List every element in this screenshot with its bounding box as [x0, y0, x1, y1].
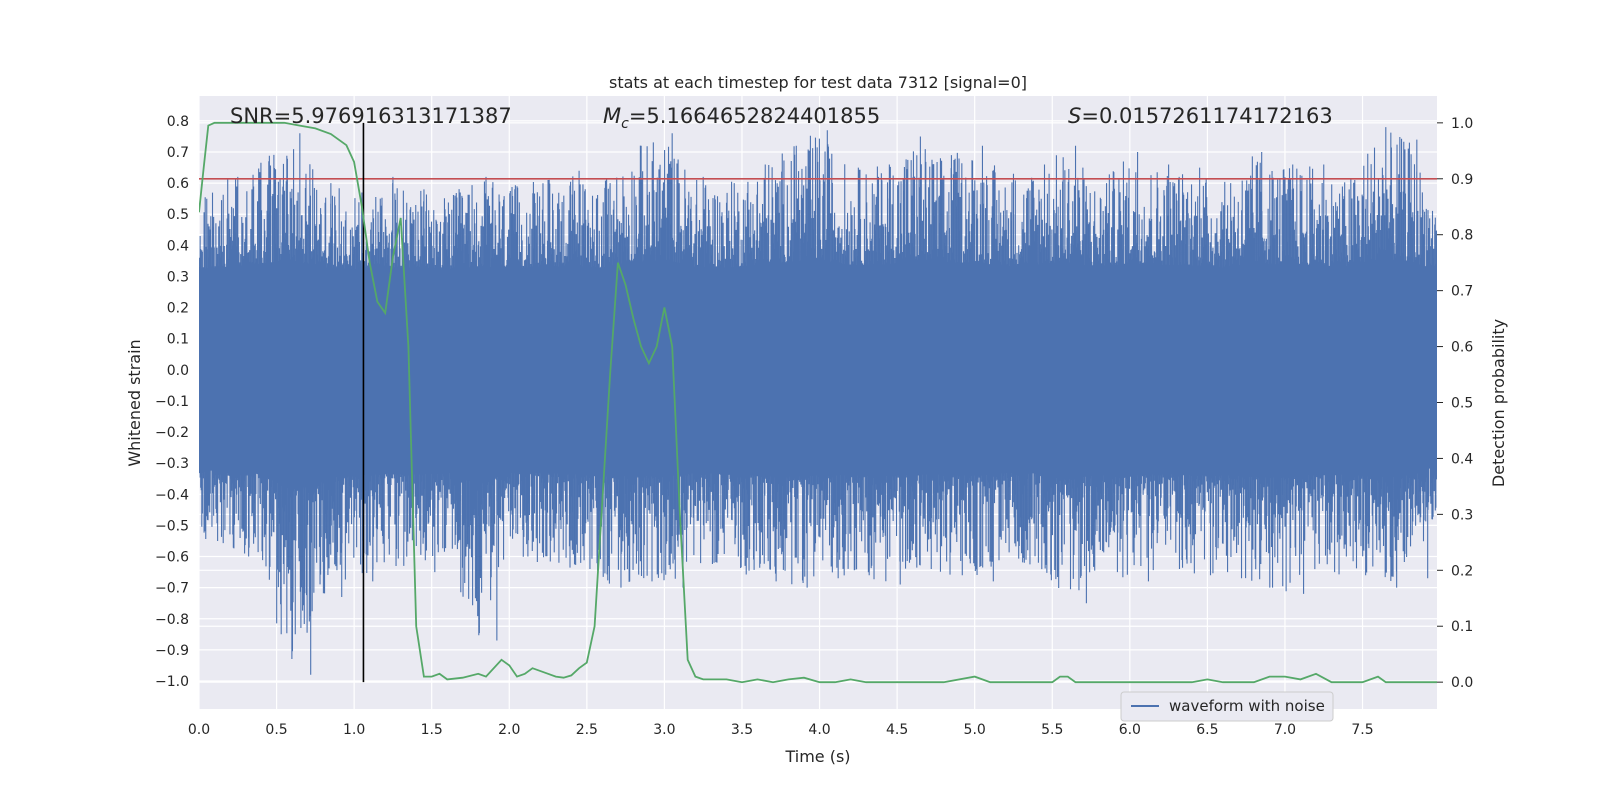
- x-tick-label: 4.0: [808, 722, 830, 738]
- x-axis-label: Time (s): [784, 747, 850, 766]
- y-left-tick-label: 0.4: [167, 238, 189, 254]
- x-tick-label: 5.5: [1041, 722, 1063, 738]
- waveform-series: [199, 127, 1437, 675]
- y-axis-left-ticks: 0.8 0.7 0.6 0.5 0.4 0.3 0.2 0.1 0.0 −0.1 −0.2 −0.3 −…: [155, 114, 189, 690]
- y-left-tick-label: 0.8: [167, 114, 189, 130]
- y-left-tick-label: −0.9: [155, 643, 189, 659]
- x-tick-label: 1.5: [421, 722, 443, 738]
- y-right-tick-label: 0.2: [1451, 563, 1473, 579]
- y-left-tick-label: 0.2: [167, 301, 189, 317]
- y-right-tick-label: 0.0: [1451, 675, 1473, 691]
- chart-title: stats at each timestep for test data 731…: [609, 73, 1027, 92]
- y-right-tick-label: 0.1: [1451, 619, 1473, 635]
- y-axis-left-label: Whitened strain: [125, 339, 144, 466]
- y-axis-right-label: Detection probability: [1489, 319, 1508, 487]
- y-left-tick-label: 0.5: [167, 207, 189, 223]
- y-left-tick-label: 0.3: [167, 269, 189, 285]
- y-left-tick-label: −0.3: [155, 456, 189, 472]
- y-left-tick-label: −0.6: [155, 550, 189, 566]
- legend: waveform with noise: [1120, 691, 1334, 722]
- y-left-tick-label: −0.5: [155, 518, 189, 534]
- x-tick-label: 2.5: [576, 722, 598, 738]
- x-tick-label: 7.5: [1351, 722, 1373, 738]
- x-tick-label: 0.5: [265, 722, 287, 738]
- y-left-tick-label: 0.0: [167, 363, 189, 379]
- chirp-mass-subscript: c: [621, 116, 629, 132]
- y-right-tick-label: 0.6: [1451, 340, 1473, 356]
- y-left-tick-label: −0.7: [155, 581, 189, 597]
- chirp-mass-value: =5.1664652824401855: [629, 104, 880, 128]
- s-annotation: S=0.0157261174172163: [1068, 104, 1333, 128]
- s-symbol: S: [1068, 104, 1081, 128]
- x-tick-label: 2.0: [498, 722, 520, 738]
- x-tick-label: 0.0: [188, 722, 210, 738]
- s-value: =0.0157261174172163: [1081, 104, 1332, 128]
- detection-probability-line: [199, 121, 1437, 684]
- y-right-tick-label: 0.5: [1451, 396, 1473, 412]
- chirp-mass-symbol: M: [603, 104, 621, 128]
- x-tick-label: 3.0: [653, 722, 675, 738]
- x-tick-label: 5.0: [964, 722, 986, 738]
- x-tick-label: 6.0: [1119, 722, 1141, 738]
- y-left-tick-label: −1.0: [155, 674, 189, 690]
- x-axis-ticks: 0.0 0.5 1.0 1.5 2.0 2.5 3.0 3.5 4.0 4.5 5.0 5.5 6.0 6…: [188, 722, 1374, 738]
- y-left-tick-label: 0.7: [167, 145, 189, 161]
- y-axis-right-ticks: 1.0 0.9 0.8 0.7 0.6 0.5 0.4 0.3 0.2 0.1 0.0: [1437, 116, 1473, 691]
- y-right-tick-label: 1.0: [1451, 116, 1473, 132]
- y-left-tick-label: −0.2: [155, 425, 189, 441]
- x-tick-label: 3.5: [731, 722, 753, 738]
- x-tick-label: 6.5: [1196, 722, 1218, 738]
- snr-annotation: SNR=5.976916313171387: [230, 104, 512, 128]
- y-right-tick-label: 0.7: [1451, 284, 1473, 300]
- waveform-trace: [199, 127, 1437, 675]
- y-left-tick-label: −0.1: [155, 394, 189, 410]
- y-right-tick-label: 0.3: [1451, 507, 1473, 523]
- legend-box: [1120, 691, 1334, 722]
- chirp-mass-annotation: Mc=5.1664652824401855: [603, 104, 880, 132]
- x-tick-label: 1.0: [343, 722, 365, 738]
- legend-entry: waveform with noise: [1169, 697, 1325, 715]
- y-right-tick-label: 0.8: [1451, 228, 1473, 244]
- y-right-tick-label: 0.4: [1451, 451, 1473, 467]
- y-left-tick-label: 0.1: [167, 332, 189, 348]
- y-right-tick-label: 0.9: [1451, 172, 1473, 188]
- y-left-tick-label: −0.8: [155, 612, 189, 628]
- y-left-tick-label: 0.6: [167, 176, 189, 192]
- x-tick-label: 7.0: [1274, 722, 1296, 738]
- y-left-tick-label: −0.4: [155, 487, 189, 503]
- x-tick-label: 4.5: [886, 722, 908, 738]
